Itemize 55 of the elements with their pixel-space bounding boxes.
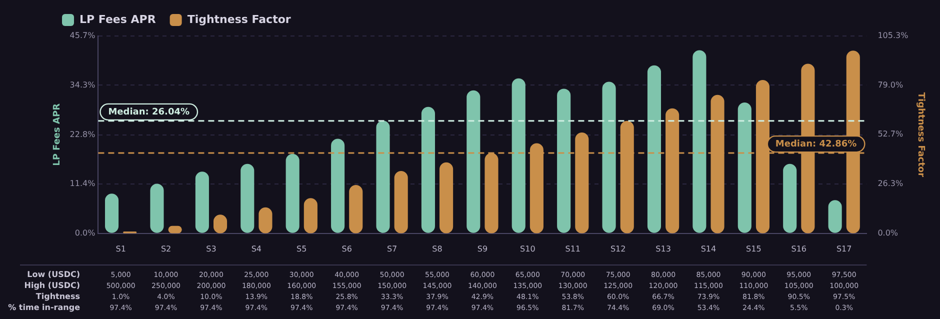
y2-tick-label: 26.3% [878,179,904,188]
x-tick-label: S10 [520,244,536,254]
bar [440,162,454,234]
x-tick-label: S12 [610,244,626,254]
y2-axis-title: Tightness Factor [915,92,926,178]
bar [421,106,435,233]
x-tick-label: S9 [477,244,488,254]
ref-line-label: Median: 26.04% [108,107,190,118]
x-tick-label: S5 [296,244,307,254]
bar [240,164,254,233]
bar [692,50,706,233]
bar [512,78,526,233]
ref-line-label: Median: 42.86% [775,139,857,150]
y-axis-title: LP Fees APR [52,103,63,166]
x-tick-label: S17 [836,244,852,254]
y-tick-label: 11.4% [70,179,96,188]
x-tick-label: S13 [656,244,671,254]
legend-label: Tightness Factor [187,12,292,26]
bar [349,185,363,234]
x-tick-label: S11 [565,244,580,254]
text: Tightness [36,292,80,302]
x-tick-label: S6 [342,244,352,254]
x-tick-label: S7 [386,244,398,254]
x-tick-label: S4 [251,244,262,254]
bar [286,154,300,233]
bar [738,102,752,233]
y-tick-label: 45.7% [70,31,96,40]
x-tick-label: S1 [116,244,126,254]
bar [331,138,345,233]
bar [466,90,480,233]
x-tick-label: S16 [791,244,807,254]
y2-tick-label: 52.7% [878,130,904,139]
bar [602,82,616,233]
y2-tick-label: 105.3% [878,31,909,40]
bar [376,120,390,233]
bar [150,184,164,233]
x-tick-label: S8 [432,244,442,254]
y2-tick-label: 0.0% [878,228,898,238]
y-tick-label: 34.3% [70,80,96,90]
y2-tick-label: 79.0% [878,80,904,90]
bar [557,88,571,233]
text: High (USDC) [24,281,80,290]
bar [647,65,662,233]
x-tick-label: S2 [160,244,172,254]
text: % time in-range [8,303,81,312]
bar [783,164,797,233]
x-tick-label: S3 [206,244,216,254]
bar [394,170,408,234]
legend-label: LP Fees APR [80,12,156,26]
y-tick-label: 0.0% [74,228,96,238]
text: Low (USDC) [27,270,80,280]
x-tick-label: S15 [746,244,762,254]
bar [195,172,209,233]
y-tick-label: 22.8% [70,130,96,139]
x-tick-label: S14 [700,244,716,254]
